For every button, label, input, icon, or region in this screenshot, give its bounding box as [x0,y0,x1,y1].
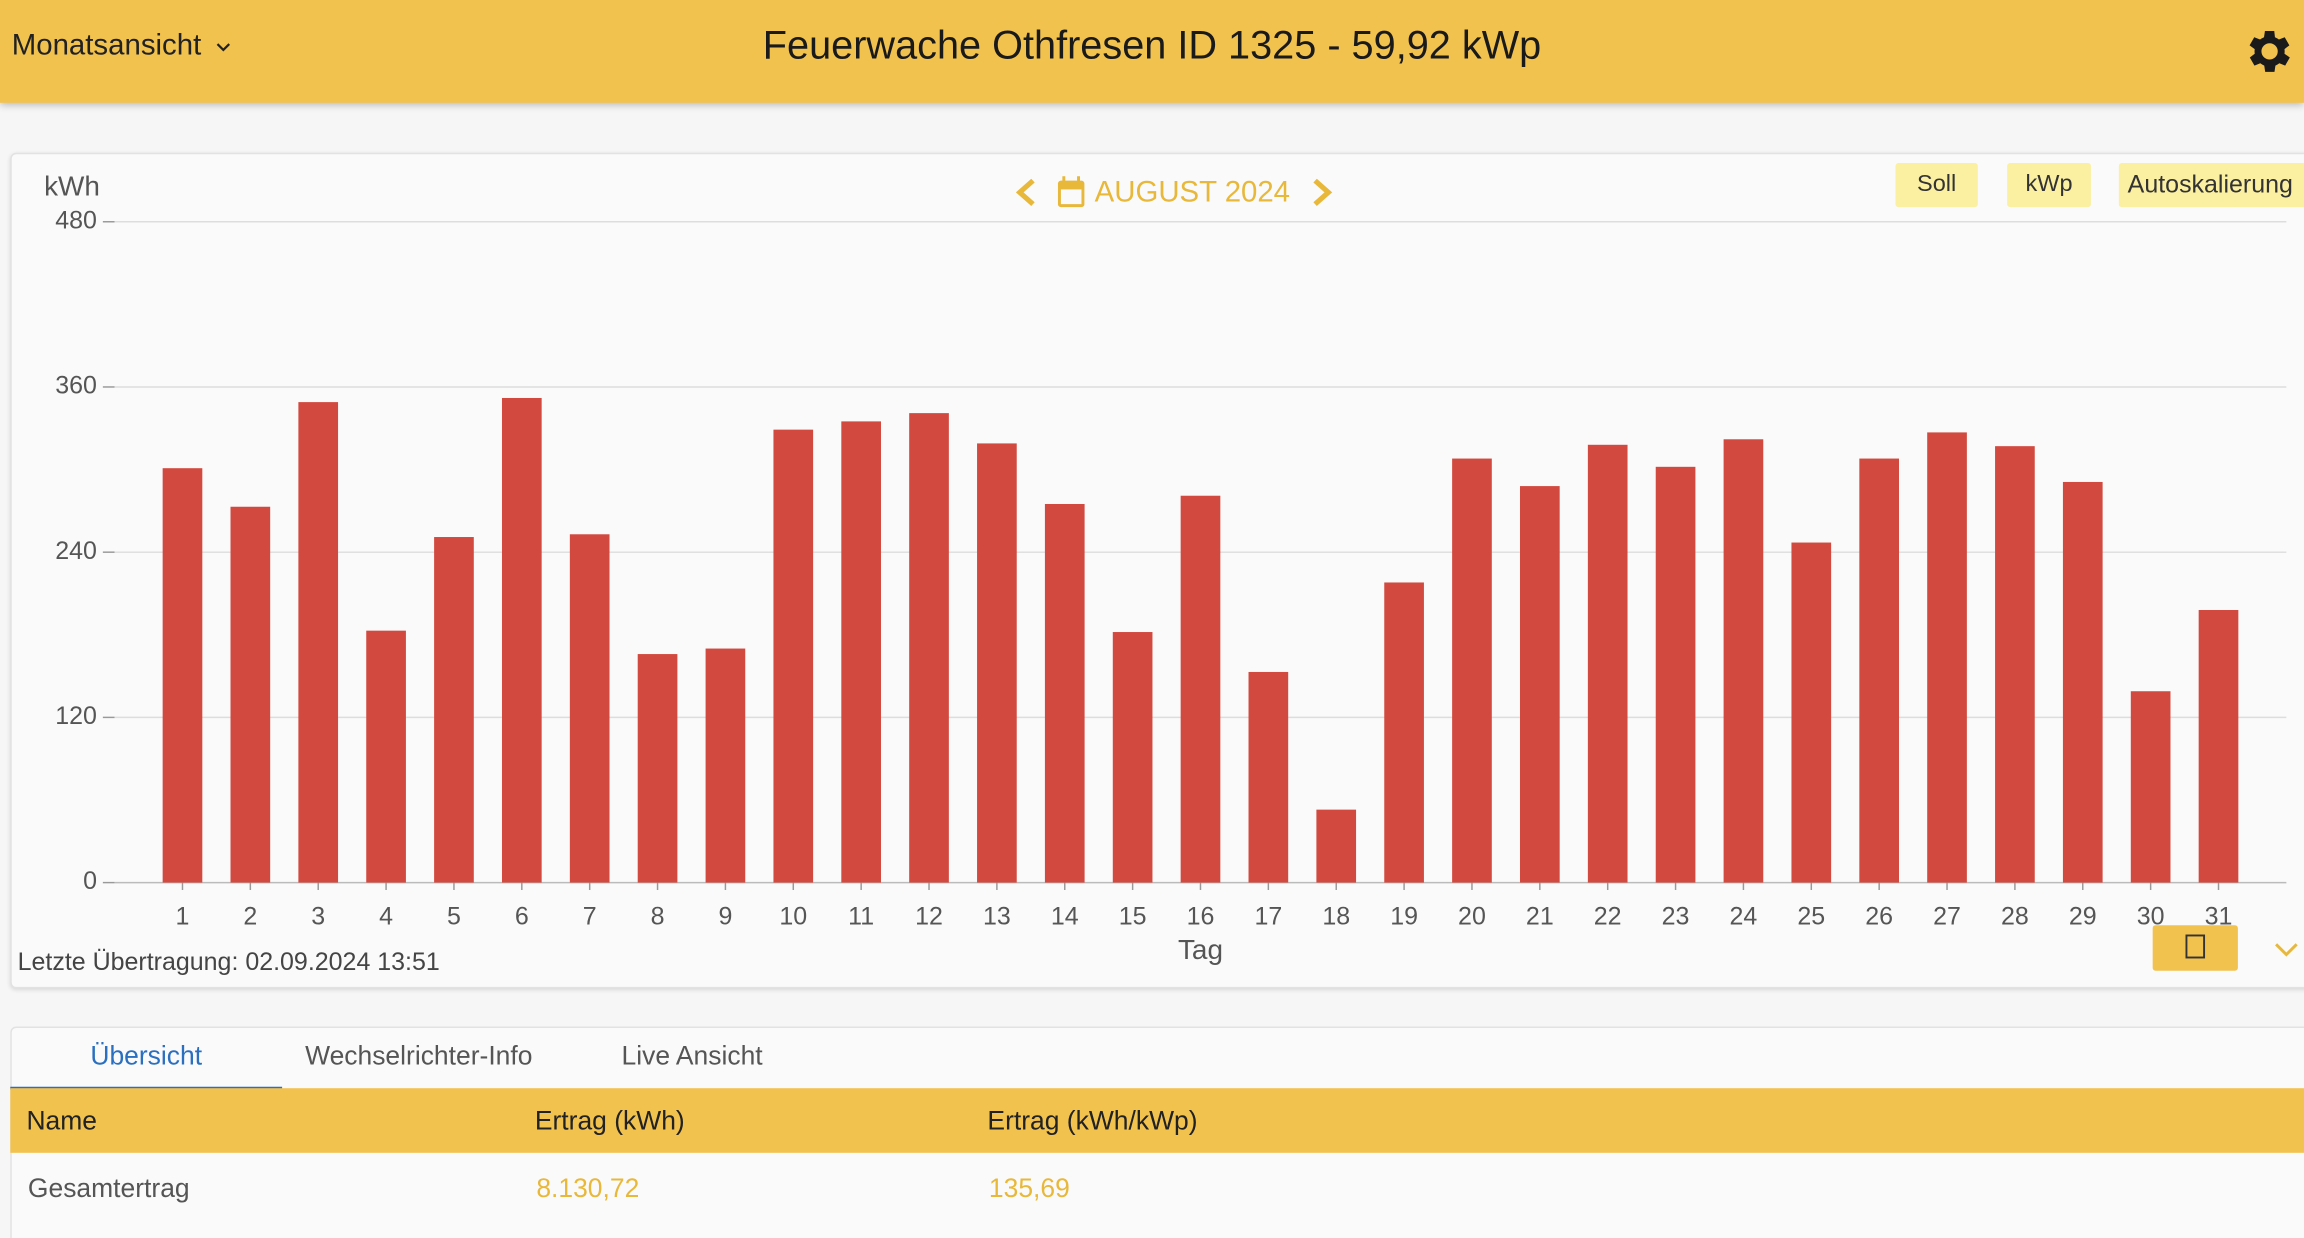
x-tick-label: 24 [1730,902,1758,930]
bar [1655,466,1696,883]
column-header: Name [26,1105,98,1136]
dropdown-icon [216,43,230,52]
y-tick-label: 240 [55,537,97,565]
bar [2198,610,2239,883]
period-label: AUGUST 2024 [1095,176,1290,209]
x-tick-label: 21 [1526,902,1554,930]
bar [773,429,814,883]
x-tick-label: 11 [848,902,874,930]
x-tick-label: 5 [447,902,461,930]
x-tick-label: 6 [515,902,529,930]
bar [1248,671,1289,883]
last-transfer: Letzte Übertragung: 02.09.2024 13:51 [18,948,440,976]
bar [637,654,678,883]
x-tick-label: 10 [779,902,807,930]
column-header: Ertrag (kWh/kWp) [987,1105,1198,1136]
table-cell: 8.130,72 [536,1173,640,1203]
bar [1723,439,1764,883]
tab[interactable]: Live Ansicht [621,1041,763,1071]
bar [1587,444,1628,883]
x-tick-label: 7 [583,902,597,930]
bar [2062,481,2103,883]
x-tick-label: 16 [1187,902,1215,930]
x-tick-label: 23 [1662,902,1690,930]
bar [1791,542,1832,883]
bar [1519,486,1560,883]
x-tick-label: 20 [1458,902,1486,930]
x-tick-label: 29 [2069,902,2097,930]
bar [841,421,881,883]
y-tick-label: 0 [83,867,97,895]
y-tick-label: 120 [55,702,97,730]
bar [501,397,542,883]
bar [366,630,406,883]
bar [1112,632,1153,883]
x-tick-label: 3 [311,902,325,930]
toggle-button[interactable]: Soll [1895,163,1978,208]
x-tick-label: 1 [176,902,190,930]
x-tick-label: 22 [1594,902,1622,930]
x-tick-label: 28 [2001,902,2029,930]
table-header [10,1088,2304,1153]
bar [705,648,746,883]
x-tick-label: 15 [1119,902,1147,930]
x-tick-label: 2 [243,902,257,930]
x-axis-title: Tag [1178,934,1223,965]
bar [1995,446,2035,883]
bar [2130,691,2171,883]
column-header: Ertrag (kWh) [534,1105,685,1136]
bar [1384,582,1424,883]
next-month[interactable] [1313,178,1333,207]
table-cell: Gesamtertrag [27,1173,190,1203]
x-tick-label: 17 [1254,902,1282,930]
prev-month[interactable] [1015,178,1035,207]
bar [1452,458,1492,883]
bar [977,443,1017,883]
table-cell: 135,69 [988,1173,1070,1203]
x-tick-label: 27 [1933,902,1961,930]
chart: kWh AUGUST 2024 Tag Letzte Übertragung: … [18,170,2298,976]
bar [298,402,339,883]
x-tick-label: 31 [2205,902,2233,930]
bar [569,534,610,883]
x-tick-label: 26 [1865,902,1893,930]
bar [230,506,271,883]
x-tick-label: 19 [1390,902,1418,930]
collapse-icon[interactable] [2275,943,2298,957]
x-tick-label: 12 [915,902,943,930]
toggle-button[interactable]: Autoskalierung [2118,163,2304,208]
bar [162,468,203,883]
view-selector-label: Monatsansicht [11,29,202,62]
bar [1316,809,1357,883]
x-tick-label: 13 [983,902,1011,930]
tab[interactable]: Wechselrichter-Info [305,1041,533,1071]
pdf-button[interactable] [2152,925,2238,971]
x-tick-label: 18 [1322,902,1350,930]
settings-icon[interactable] [2239,23,2295,79]
x-tick-label: 8 [651,902,665,930]
bar [1044,503,1085,883]
x-tick-label: 4 [379,902,393,930]
x-tick-label: 14 [1051,902,1079,930]
bar [1180,495,1221,883]
x-tick-label: 25 [1797,902,1825,930]
page-title: Feuerwache Othfresen ID 1325 - 59,92 kWp [762,23,1542,68]
x-tick-label: 30 [2137,902,2165,930]
y-tick-label: 480 [55,206,97,234]
bar [1859,458,1900,883]
calendar-icon [1057,176,1085,208]
x-tick-label: 9 [718,902,732,930]
header-bar: Monatsansicht Feuerwache Othfresen ID 13… [0,0,2304,103]
bar [434,537,474,883]
y-axis-title: kWh [44,170,100,201]
y-tick-label: 360 [55,372,97,400]
bar [1927,432,1967,883]
toggle-button[interactable]: kWp [2007,163,2091,208]
view-selector[interactable]: Monatsansicht [12,29,232,63]
tab[interactable]: Übersicht [10,1037,283,1090]
bar [909,413,949,883]
